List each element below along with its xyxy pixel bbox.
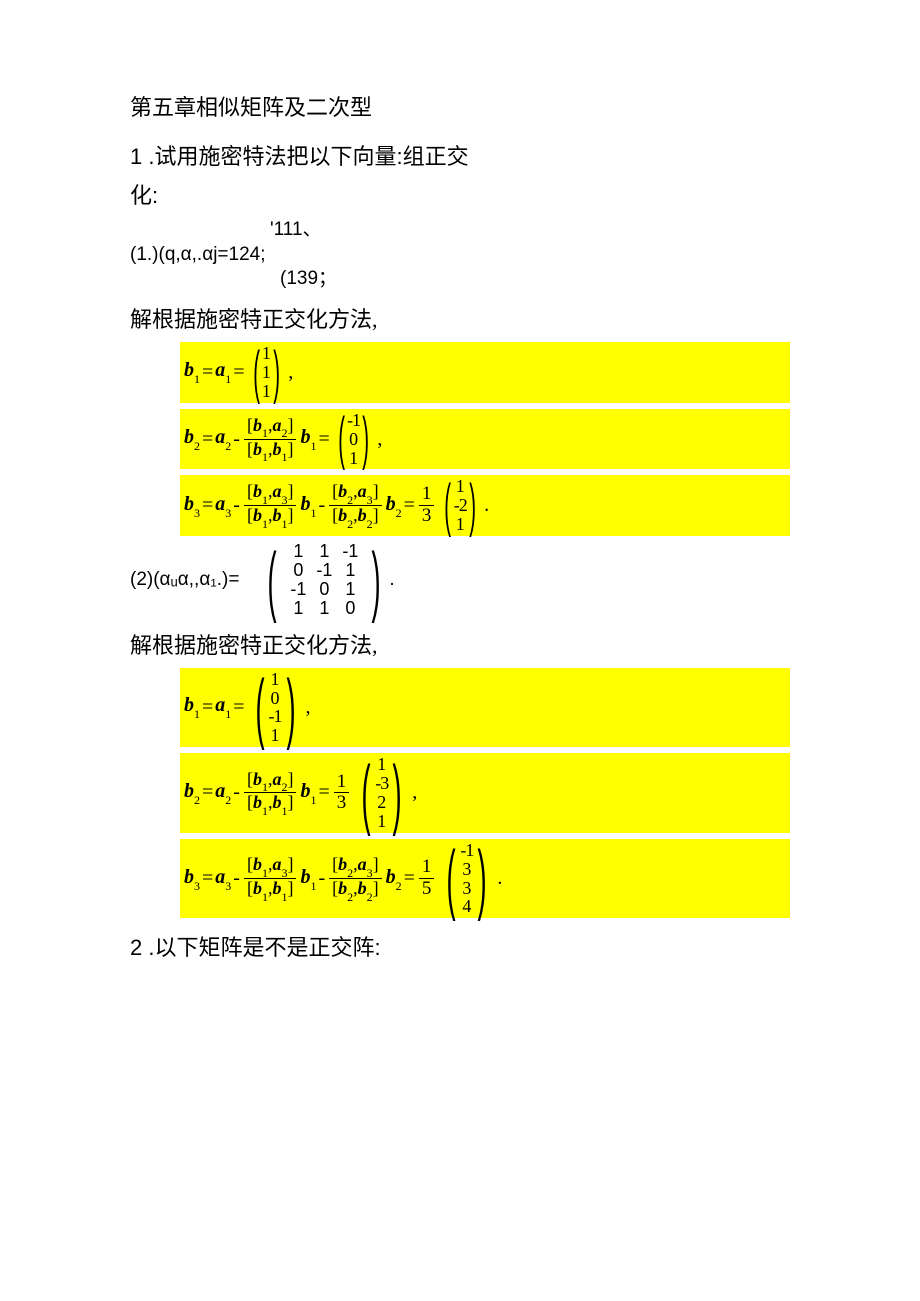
solution-label-2: 解根据施密特正交化方法,	[130, 628, 790, 660]
formula1-b3: b3 = a3 - [b1,a3] [b1,b1] b1 - [b2,a3] […	[180, 475, 790, 536]
problem1-sub1-l1: '111、	[130, 218, 790, 243]
solution-label-1: 解根据施密特正交化方法,	[130, 302, 790, 334]
problem1-sub1-l2: (1.)(q,α,.αj=124;	[130, 243, 790, 268]
formula2-b3: b3 = a3 - [b1,a3] [b1,b1] b1 - [b2,a3] […	[180, 839, 790, 919]
problem1-line2: 化:	[130, 179, 790, 212]
formula1-b2: b2 = a2 - [b1,a2] [b1,b1] b1 = ( -1 0 1 …	[180, 409, 790, 470]
formula2-b2: b2 = a2 - [b1,a2] [b1,b1] b1 = 1 3 ( 1 -…	[180, 753, 790, 833]
chapter-title: 第五章相似矩阵及二次型	[130, 90, 790, 122]
formula1-b1: b1 = a1 = ( 1 1 1 ) ,	[180, 342, 790, 403]
problem1-line1: 1 .试用施密特法把以下向量:组正交	[130, 140, 790, 173]
problem2-text: 2 .以下矩阵是不是正交阵:	[130, 930, 790, 962]
problem1-part2: (2)(αᵤα,,α₁.)= ( 1 0 -1 1 1 -1 0 1 -1 1 …	[130, 542, 790, 618]
formula2-b1: b1 = a1 = ( 1 0 -1 1 ) ,	[180, 668, 790, 748]
problem1-sub1-l3: (139；	[130, 267, 790, 292]
